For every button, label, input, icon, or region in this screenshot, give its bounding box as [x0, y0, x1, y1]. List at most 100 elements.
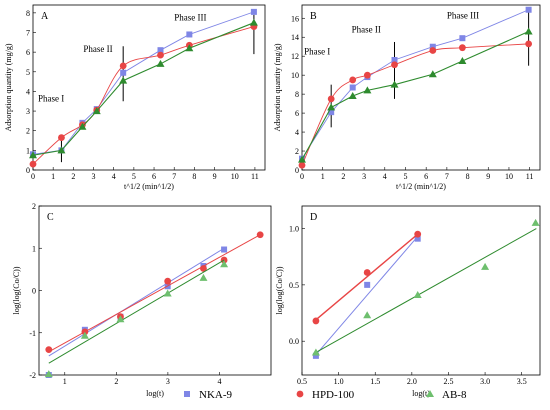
data-point — [250, 8, 257, 15]
series-nka-9 — [30, 8, 257, 158]
y-tick-label: 1.0 — [289, 225, 299, 234]
data-point — [92, 107, 101, 115]
y-tick-label: 4 — [295, 128, 299, 137]
fit-line — [315, 236, 419, 356]
series-line — [301, 31, 529, 160]
series-hpd-100 — [298, 40, 533, 169]
data-point — [164, 277, 172, 285]
panel-label: B — [310, 11, 317, 22]
y-axis-label: log(log(Co/C)) — [275, 266, 284, 314]
x-tick-label: 4 — [112, 172, 116, 181]
x-tick-label: 10 — [505, 172, 513, 181]
y-tick-label: -2 — [29, 371, 36, 380]
series-ab-8 — [311, 218, 540, 356]
data-point — [29, 160, 37, 168]
data-point — [312, 352, 319, 359]
x-tick-label: 3 — [166, 377, 170, 386]
legend-marker — [184, 391, 190, 397]
y-tick-label: 12 — [291, 52, 299, 61]
y-tick-label: 0.5 — [289, 281, 299, 290]
y-tick-label: 3 — [26, 107, 30, 116]
data-point — [458, 56, 467, 64]
data-point — [256, 231, 264, 239]
x-tick-label: 9 — [486, 172, 490, 181]
data-point — [221, 246, 228, 253]
x-tick-label: 7 — [172, 172, 176, 181]
series-hpd-100 — [312, 230, 422, 325]
fit-line — [315, 228, 537, 353]
x-axis-label: t^1/2 (min^1/2) — [124, 182, 174, 191]
data-point — [458, 44, 466, 52]
data-point — [363, 71, 371, 79]
y-tick-label: 8 — [295, 90, 299, 99]
fit-line — [48, 259, 225, 364]
data-point — [429, 47, 437, 54]
y-tick-label: 6 — [295, 109, 299, 118]
x-tick-label: 0.5 — [297, 377, 307, 386]
x-tick-label: 3.5 — [517, 377, 527, 386]
x-tick-label: 4 — [217, 377, 221, 386]
data-point — [391, 61, 398, 69]
data-point — [349, 76, 357, 84]
x-tick-label: 2.5 — [443, 377, 453, 386]
y-tick-label: 16 — [291, 14, 299, 23]
data-point — [524, 27, 533, 35]
data-point — [363, 269, 371, 276]
data-point — [428, 70, 437, 78]
x-tick-label: 8 — [192, 172, 196, 181]
phase-annotation: Phase I — [304, 46, 330, 56]
data-point — [327, 95, 335, 103]
panel-label: C — [47, 212, 54, 223]
panel-a: A 0 1 2 3 4 5 6 7 8 9 10 11 0 1 2 3 4 5 6 7 8 t^1/2 (min^1/2) A… — [4, 4, 266, 191]
data-point — [163, 289, 172, 297]
panel-d: D 0.5 1.0 1.5 2.0 2.5 3.0 3.5 0.0 0.5 1.0 log(t) log… — [275, 205, 541, 398]
x-tick-label: 2 — [71, 172, 75, 181]
plot-frame — [301, 205, 541, 376]
data-point — [531, 218, 540, 226]
series-ab-8 — [298, 27, 533, 163]
fit-line — [48, 247, 225, 357]
series-nka-9 — [299, 6, 532, 162]
data-point — [78, 122, 87, 130]
y-tick-label: 0 — [26, 166, 30, 175]
x-tick-label: 11 — [526, 172, 534, 181]
x-tick-label: 1 — [51, 172, 55, 181]
data-point — [349, 84, 356, 91]
data-point — [363, 311, 372, 319]
phase-annotation: Phase II — [83, 44, 112, 54]
x-tick-label: 2.0 — [407, 377, 417, 386]
x-tick-label: 10 — [231, 172, 239, 181]
data-point — [120, 69, 127, 76]
y-tick-label: 10 — [291, 71, 299, 80]
y-tick-label: 0 — [295, 166, 299, 175]
x-tick-label: 4 — [383, 172, 387, 181]
series-ab-8 — [44, 259, 229, 378]
data-point — [414, 235, 421, 242]
x-tick-label: 5 — [132, 172, 136, 181]
x-tick-label: 6 — [152, 172, 156, 181]
y-tick-label: 5 — [26, 68, 30, 77]
x-axis-label: t^1/2 (min^1/2) — [396, 182, 446, 191]
x-axis-label: log(t) — [412, 389, 430, 398]
data-point — [481, 262, 490, 270]
x-tick-label: 3 — [92, 172, 96, 181]
data-point — [328, 109, 335, 116]
panel-label: A — [41, 11, 49, 22]
plot-frame — [32, 4, 266, 171]
series-nka-9 — [312, 235, 421, 359]
legend-label: HPD-100 — [312, 389, 355, 401]
y-tick-label: -1 — [29, 329, 36, 338]
y-tick-label: 6 — [26, 48, 30, 57]
data-point — [348, 92, 357, 100]
data-point — [298, 155, 306, 163]
x-axis-label: log(t) — [146, 389, 164, 398]
x-tick-label: 8 — [466, 172, 470, 181]
legend-marker — [296, 390, 304, 398]
data-point — [525, 6, 532, 13]
data-point — [80, 331, 89, 339]
plot-frame — [301, 4, 541, 171]
series-hpd-100 — [45, 231, 264, 354]
x-tick-label: 3 — [362, 172, 366, 181]
data-point — [249, 18, 258, 26]
phase-annotation: Phase II — [352, 25, 381, 35]
